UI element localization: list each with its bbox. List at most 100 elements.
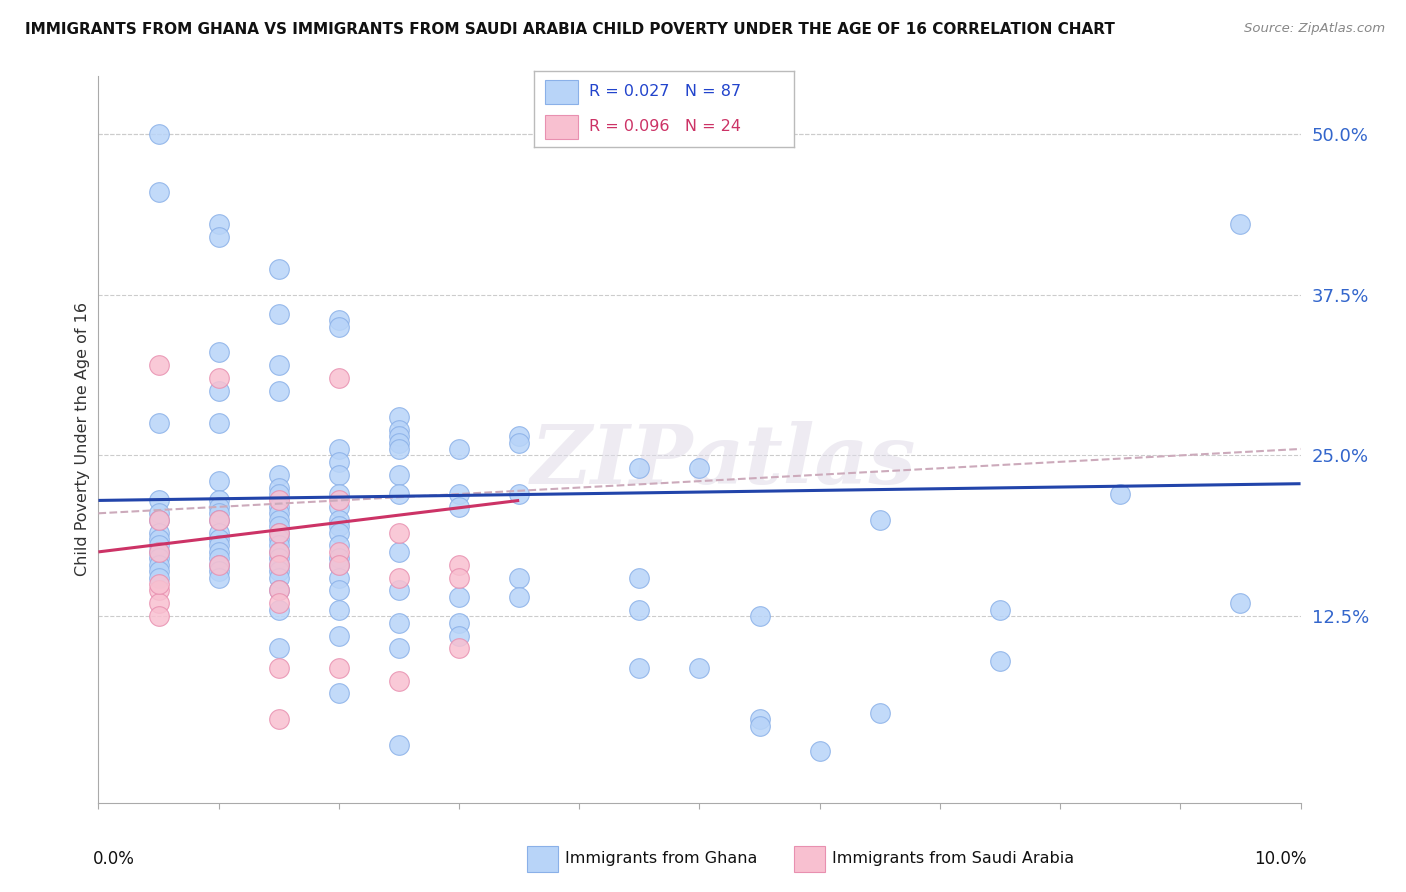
Text: R = 0.096   N = 24: R = 0.096 N = 24	[589, 120, 741, 134]
Point	[208, 551, 231, 566]
Point	[148, 513, 170, 527]
Point	[267, 545, 290, 559]
Bar	[544, 79, 578, 104]
Point	[267, 564, 290, 578]
Point	[267, 539, 290, 553]
Point	[388, 615, 411, 630]
Point	[508, 571, 530, 585]
Point	[328, 442, 350, 456]
Point	[1229, 217, 1251, 231]
Point	[208, 513, 231, 527]
Point	[208, 539, 231, 553]
Point	[267, 532, 290, 546]
Point	[148, 359, 170, 373]
Point	[869, 513, 891, 527]
Point	[267, 545, 290, 559]
Point	[388, 583, 411, 598]
Point	[628, 661, 651, 675]
Point	[388, 673, 411, 688]
Point	[267, 661, 290, 675]
Point	[148, 545, 170, 559]
Point	[208, 558, 231, 572]
Point	[148, 558, 170, 572]
Point	[148, 416, 170, 430]
Point	[988, 654, 1011, 668]
Point	[328, 455, 350, 469]
Text: Immigrants from Saudi Arabia: Immigrants from Saudi Arabia	[832, 852, 1074, 866]
Point	[328, 558, 350, 572]
Point	[148, 185, 170, 199]
Point	[267, 558, 290, 572]
Point	[388, 525, 411, 540]
Point	[208, 571, 231, 585]
Point	[328, 539, 350, 553]
Point	[148, 545, 170, 559]
Point	[148, 583, 170, 598]
Point	[628, 603, 651, 617]
Point	[869, 706, 891, 720]
Point	[328, 519, 350, 533]
Point	[508, 487, 530, 501]
Point	[267, 603, 290, 617]
Point	[748, 609, 770, 624]
Point	[208, 371, 231, 385]
Point	[208, 545, 231, 559]
Point	[148, 596, 170, 610]
Point	[208, 564, 231, 578]
Point	[148, 609, 170, 624]
Point	[267, 384, 290, 398]
Text: R = 0.027   N = 87: R = 0.027 N = 87	[589, 85, 741, 99]
Point	[267, 506, 290, 520]
Point	[267, 307, 290, 321]
Point	[267, 551, 290, 566]
Point	[328, 319, 350, 334]
Point	[267, 359, 290, 373]
Point	[508, 590, 530, 604]
Point	[208, 525, 231, 540]
Point	[148, 577, 170, 591]
Point	[447, 500, 470, 514]
Point	[447, 558, 470, 572]
Point	[208, 416, 231, 430]
Point	[388, 545, 411, 559]
Point	[447, 442, 470, 456]
Point	[267, 571, 290, 585]
Point	[208, 558, 231, 572]
Point	[148, 525, 170, 540]
Point	[328, 628, 350, 642]
Point	[328, 558, 350, 572]
Text: ZIPatlas: ZIPatlas	[531, 421, 917, 501]
Point	[267, 558, 290, 572]
Point	[689, 461, 711, 475]
Point	[267, 596, 290, 610]
Point	[328, 686, 350, 700]
Point	[328, 603, 350, 617]
Point	[148, 564, 170, 578]
Point	[267, 467, 290, 482]
Point	[267, 519, 290, 533]
Point	[388, 738, 411, 752]
Point	[388, 467, 411, 482]
Point	[267, 261, 290, 276]
Bar	[544, 114, 578, 139]
Point	[267, 712, 290, 726]
Point	[988, 603, 1011, 617]
Point	[1109, 487, 1132, 501]
Point	[388, 641, 411, 656]
Point	[328, 467, 350, 482]
Point	[267, 513, 290, 527]
Point	[208, 384, 231, 398]
Point	[208, 345, 231, 359]
Point	[267, 583, 290, 598]
Point	[447, 641, 470, 656]
Point	[148, 513, 170, 527]
Point	[328, 583, 350, 598]
Point	[267, 493, 290, 508]
Text: IMMIGRANTS FROM GHANA VS IMMIGRANTS FROM SAUDI ARABIA CHILD POVERTY UNDER THE AG: IMMIGRANTS FROM GHANA VS IMMIGRANTS FROM…	[25, 22, 1115, 37]
Point	[388, 409, 411, 424]
Point	[148, 127, 170, 141]
Point	[628, 571, 651, 585]
Point	[208, 506, 231, 520]
Point	[508, 429, 530, 443]
Point	[267, 641, 290, 656]
